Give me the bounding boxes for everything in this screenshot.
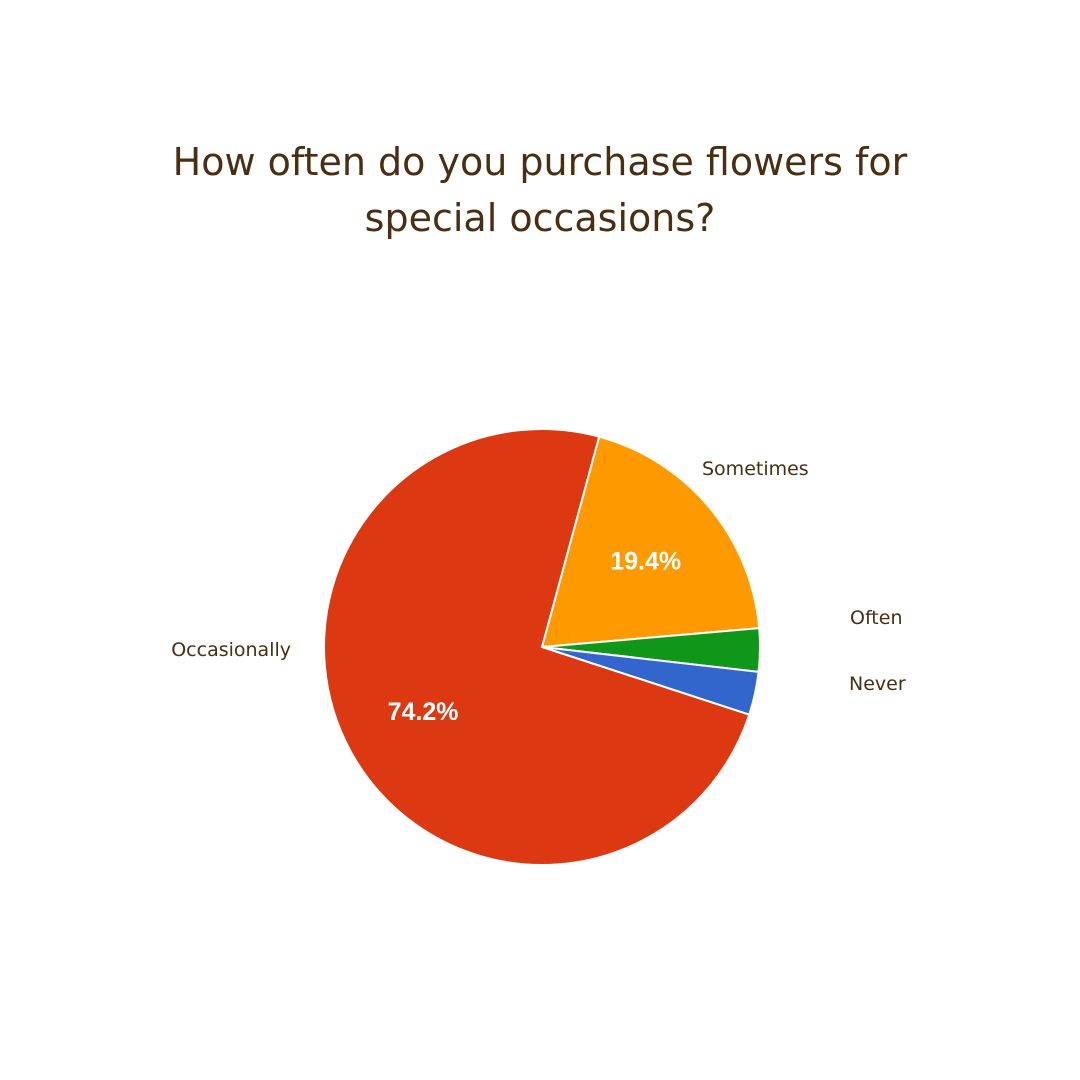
category-label-sometimes: Sometimes xyxy=(702,458,809,480)
pie-slice-sometimes xyxy=(540,435,761,649)
chart-title-line-2: special occasions? xyxy=(364,196,716,240)
category-label-never: Never xyxy=(849,673,906,695)
pct-label-sometimes: 19.4% xyxy=(610,547,681,575)
pie-slices xyxy=(323,428,761,866)
pie-slice-occasionally xyxy=(323,428,751,866)
percentage-labels: 19.4% 74.2% xyxy=(388,547,681,726)
category-label-occasionally: Occasionally xyxy=(171,639,291,661)
chart-title: How often do you purchase flowers for sp… xyxy=(90,134,990,246)
category-labels: Sometimes Often Never Occasionally xyxy=(171,458,906,695)
category-label-often: Often xyxy=(850,607,903,629)
pct-label-occasionally: 74.2% xyxy=(388,698,459,726)
chart-title-line-1: How often do you purchase flowers for xyxy=(172,140,908,184)
